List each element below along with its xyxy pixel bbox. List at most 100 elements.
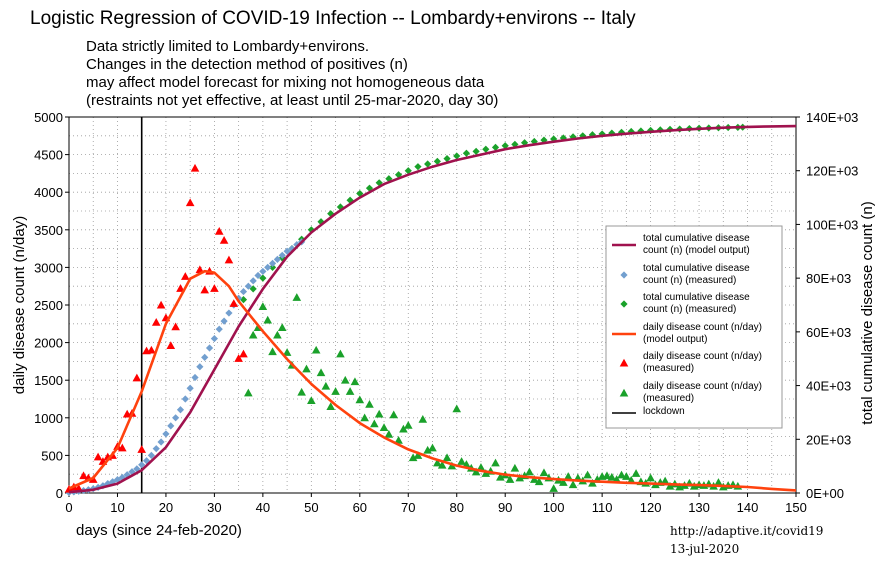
x-tick-label: 30 [207,500,221,515]
x-tick-label: 0 [65,500,72,515]
data-point-triangle [273,330,282,339]
data-point-triangle [336,349,345,358]
legend-label: total cumulative disease [643,263,750,274]
y2-tick-label: 40E+03 [806,379,851,394]
data-point-triangle [408,453,418,462]
data-point-triangle [418,415,428,423]
data-point-triangle [563,472,573,480]
x-tick-label: 90 [498,500,512,515]
data-point-diamond [264,263,272,271]
data-point-diamond [196,363,204,371]
data-point-diamond [268,259,277,267]
data-point-diamond [254,271,262,280]
x-tick-label: 20 [159,500,173,515]
legend-box [605,225,783,429]
data-point-triangle [268,347,277,356]
data-point-diamond [109,478,117,486]
data-point-triangle [229,299,239,307]
data-point-diamond [404,167,412,175]
x-tick-label: 60 [353,500,367,515]
data-point-diamond [472,147,480,155]
data-point-diamond [157,438,165,446]
y-tick-label: 3000 [34,260,63,275]
x-tick-label: 70 [401,500,415,515]
data-point-triangle [340,375,350,384]
data-point-diamond [283,247,291,255]
subtitle-line-2: Changes in the detection method of posit… [86,56,408,73]
data-point-triangle [379,423,389,432]
data-point-triangle [568,480,578,489]
y-tick-label: 3500 [34,223,63,238]
x-tick-label: 130 [688,500,710,515]
x-tick-label: 80 [449,500,463,515]
x-tick-label: 50 [304,500,318,515]
data-point-diamond [152,445,160,453]
x-axis-label: days (since 24-feb-2020) [76,522,242,539]
y2-tick-label: 80E+03 [806,271,851,286]
legend-label: (measured) [643,393,694,404]
credit-url: http://adaptive.it/covid19 [670,524,823,538]
data-point-diamond [186,384,194,392]
data-point-triangle [534,477,544,486]
series-line-3 [68,269,797,492]
data-point-triangle [491,458,500,467]
data-point-diamond [104,480,112,488]
legend-label: total cumulative disease [643,292,750,303]
data-point-diamond [356,189,364,198]
data-point-diamond [176,406,185,414]
y-tick-label: 2500 [34,298,63,313]
y2-tick-label: 0E+00 [806,486,844,501]
data-point-triangle [137,445,146,453]
data-point-diamond [443,155,451,163]
y-tick-label: 4500 [34,148,63,163]
legend-label: count (n) (measured) [643,304,736,315]
data-point-diamond [273,255,282,263]
y-tick-label: 0 [56,486,63,501]
data-point-triangle [258,302,268,310]
data-point-triangle [384,430,394,438]
data-point-triangle [118,443,127,452]
legend-label: count (n) (measured) [643,275,736,286]
data-point-diamond [249,285,257,293]
data-point-triangle [423,445,432,454]
data-point-diamond [244,282,252,290]
data-point-diamond [346,196,354,204]
data-point-triangle [622,472,631,480]
y2-tick-label: 120E+03 [806,164,858,179]
data-point-diamond [162,430,170,438]
data-point-triangle [326,402,336,410]
data-point-triangle [471,467,481,476]
data-point-triangle [510,463,520,472]
data-point-diamond [167,422,175,430]
y2-tick-label: 140E+03 [806,110,858,125]
data-point-diamond [249,277,257,285]
data-point-diamond [453,152,461,160]
legend-label: daily disease count (n/day) [643,381,762,392]
data-point-diamond [482,145,490,153]
data-point-triangle [185,198,195,207]
chart-marks [64,123,797,497]
data-point-diamond [210,334,218,343]
data-point-triangle [646,473,655,482]
data-point-triangle [370,419,379,428]
data-point-triangle [389,410,399,419]
data-point-triangle [321,381,331,390]
data-point-triangle [525,467,534,476]
data-point-triangle [311,345,321,354]
data-point-diamond [394,171,403,179]
data-point-diamond [259,267,267,276]
y-axis-label: daily disease count (n/day) [11,216,28,394]
data-point-triangle [244,388,253,397]
y-tick-label: 1000 [34,411,63,426]
y2-tick-label: 20E+03 [806,432,851,447]
data-point-diamond [205,344,214,352]
data-point-triangle [665,481,675,490]
data-point-triangle [282,348,292,356]
series-line-0 [68,124,797,494]
y2-tick-label: 60E+03 [806,325,851,340]
data-point-triangle [549,484,558,492]
data-point-diamond [138,461,146,469]
chart-title: Logistic Regression of COVID-19 Infectio… [30,8,636,29]
legend-label: total cumulative disease [643,233,750,244]
